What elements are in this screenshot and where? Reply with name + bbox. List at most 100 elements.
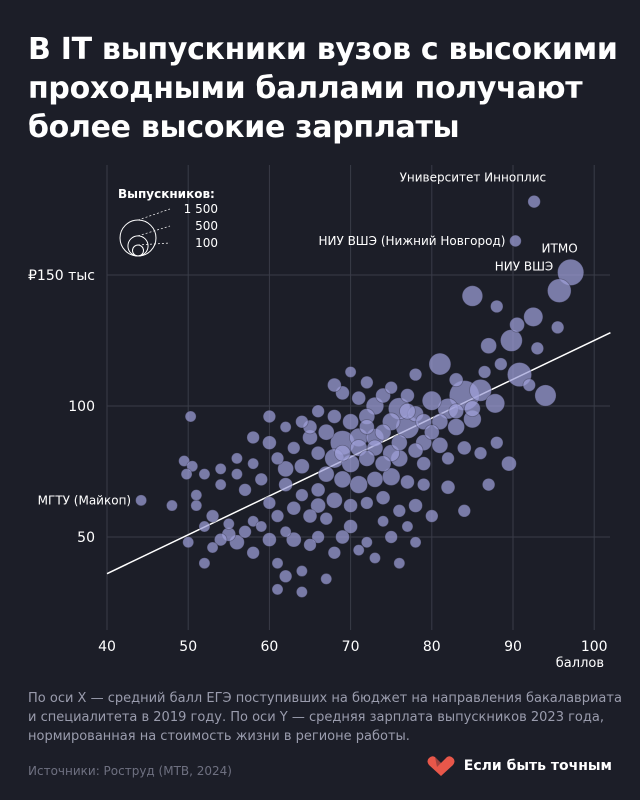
source-text: Источники: Роструд (МТВ, 2024) [28,764,232,778]
data-point [262,435,277,450]
size-legend-circle [119,219,157,257]
data-point [247,515,260,528]
note-line: нормированная на стоимость жизни в регио… [28,729,410,744]
brand: Если быть точным [426,755,612,777]
data-point [327,377,342,393]
data-point [417,477,431,492]
data-point [255,520,268,533]
data-point [295,565,308,577]
data-point [186,460,199,473]
data-point [477,365,492,379]
data-point [440,479,456,495]
data-point [409,536,422,549]
data-point [286,500,302,516]
data-point [428,352,452,376]
data-point [262,409,277,424]
chart-title: В IT выпускники вузов с высокими проходн… [28,30,618,147]
data-point [231,468,243,481]
data-point [278,477,293,492]
data-point [285,531,302,548]
data-point [317,423,335,441]
data-point [500,329,523,352]
data-point [425,509,439,523]
data-point [287,441,301,455]
data-point [481,477,496,492]
data-point [400,388,415,403]
data-point [271,557,284,570]
data-point [377,515,389,528]
data-point [421,390,442,411]
data-point [509,234,522,248]
data-point [335,529,350,545]
data-point [270,509,285,523]
x-tick-label: 50 [179,639,197,655]
data-point [392,504,406,518]
size-legend-label: 1 500 [184,202,218,216]
data-point [384,530,398,544]
data-point [342,413,359,431]
data-point [238,483,252,497]
data-point [501,455,517,472]
y-tick-label: 100 [68,399,95,415]
data-point [222,518,235,530]
data-point [278,569,293,583]
size-legend-label: 500 [195,219,218,233]
size-legend-leader [137,242,171,246]
data-point [448,403,464,420]
data-point [407,442,424,459]
note-line: и специалитета в 2019 году. По оси Y — с… [28,710,604,725]
size-legend-leader [137,225,171,237]
data-point [135,494,148,507]
data-point [416,456,431,471]
data-point [485,393,506,414]
data-point [431,413,449,431]
data-point [400,474,415,490]
y-tick-label: 50 [77,530,95,546]
data-point [178,455,191,467]
data-point [302,508,318,524]
data-point [320,573,333,585]
data-point [270,451,285,466]
x-tick-label: 70 [342,639,360,655]
annotation-label: Университет Инноплис [400,171,547,185]
data-point [326,492,343,509]
x-tick-label: 100 [581,639,608,655]
data-point [279,421,292,433]
x-axis-label: баллов [556,656,604,671]
data-point [358,450,376,467]
data-point [461,285,484,307]
data-point [277,460,294,478]
size-legend-leader [137,208,171,221]
data-point [247,457,260,470]
data-point [530,341,545,356]
data-point [359,419,375,435]
data-point [464,400,481,417]
data-point [198,557,211,570]
data-point [351,390,366,406]
data-point [295,415,309,429]
annotation-label: ИТМО [542,241,578,255]
title-line: В IT выпускники вузов с высокими [28,32,618,67]
data-point [457,504,471,518]
data-point [352,544,365,556]
data-point [184,410,197,423]
x-tick-label: 90 [504,639,522,655]
data-point [349,475,368,494]
data-point [473,446,488,460]
data-point [457,440,472,456]
data-point [401,520,414,533]
data-point [408,498,423,513]
data-point [310,497,326,514]
data-point [534,384,557,407]
data-point [198,468,211,481]
data-point [303,538,317,552]
data-point [527,194,541,209]
data-point [214,462,227,475]
x-tick-label: 60 [260,639,278,655]
annotation-label: НИУ ВШЭ [495,260,554,274]
data-point [375,490,391,505]
data-point [523,306,544,327]
data-point [182,536,195,549]
data-point [180,468,193,481]
data-point [198,520,211,533]
